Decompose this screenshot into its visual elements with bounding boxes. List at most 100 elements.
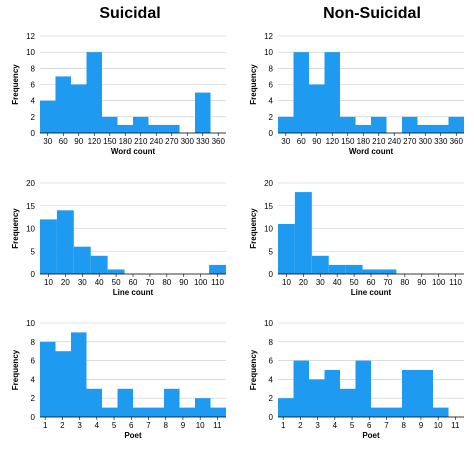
x-tick-label: 10 — [44, 278, 53, 287]
x-tick-label: 1 — [43, 421, 48, 430]
histogram-bar — [278, 224, 295, 274]
x-tick-label: 6 — [367, 421, 372, 430]
x-tick-label: 1 — [281, 421, 286, 430]
histogram-bar — [379, 269, 396, 274]
y-axis-title: Frequency — [249, 349, 258, 390]
x-tick-label: 80 — [400, 278, 409, 287]
x-tick-label: 10 — [282, 278, 291, 287]
non-suicidal-line-count-histogram: 0510152010 20 30 40 50 60 70 80 90 100 110Line cou… — [249, 179, 464, 297]
y-tick-label: 6 — [269, 81, 274, 90]
x-tick-label: 110 — [449, 278, 462, 287]
histogram-bar — [195, 93, 211, 133]
histogram-bar — [102, 117, 118, 133]
y-tick-label: 0 — [269, 413, 274, 422]
y-tick-label: 12 — [26, 32, 35, 41]
y-axis-title: Frequency — [249, 208, 258, 249]
x-tick-label: 110 — [211, 278, 224, 287]
y-tick-label: 8 — [269, 64, 274, 73]
y-tick-label: 6 — [269, 357, 274, 366]
histogram-bar — [180, 408, 196, 417]
x-tick-label: 9 — [419, 421, 424, 430]
y-tick-label: 15 — [264, 202, 273, 211]
histogram-bar — [363, 269, 380, 274]
y-tick-label: 20 — [26, 179, 35, 188]
x-axis-title: Line count — [113, 288, 154, 297]
histogram-bar — [149, 408, 165, 417]
x-tick-label: 8 — [401, 421, 406, 430]
histogram-bar — [118, 125, 134, 133]
x-tick-label: 150 — [103, 137, 117, 146]
y-tick-label: 4 — [269, 97, 274, 106]
x-tick-label: 270 — [403, 137, 417, 146]
x-tick-label: 300 — [419, 137, 433, 146]
histogram-bar — [402, 117, 418, 133]
x-tick-label: 70 — [145, 278, 154, 287]
y-tick-label: 2 — [269, 394, 274, 403]
x-tick-label: 60 — [59, 137, 68, 146]
histogram-bar — [40, 219, 57, 274]
y-axis-title: Frequency — [11, 349, 20, 390]
y-tick-label: 20 — [264, 179, 273, 188]
histogram-bar — [133, 408, 149, 417]
histogram-bar — [40, 101, 56, 133]
x-tick-label: 90 — [312, 137, 321, 146]
x-tick-label: 30 — [281, 137, 290, 146]
y-tick-label: 0 — [31, 413, 36, 422]
histogram-bar — [418, 125, 434, 133]
histogram-bar — [433, 125, 449, 133]
histogram-bar — [371, 117, 387, 133]
y-tick-label: 5 — [31, 247, 36, 256]
histogram-bar — [87, 52, 103, 133]
x-tick-label: 9 — [181, 421, 186, 430]
y-tick-label: 8 — [269, 338, 274, 347]
x-tick-label: 7 — [384, 421, 389, 430]
y-tick-label: 10 — [26, 48, 35, 57]
histogram-bar — [295, 192, 312, 274]
x-tick-label: 8 — [163, 421, 168, 430]
histogram-bar — [102, 408, 118, 417]
x-tick-label: 20 — [299, 278, 308, 287]
histogram-bar — [195, 398, 211, 417]
x-tick-label: 80 — [162, 278, 171, 287]
x-tick-label: 4 — [333, 421, 338, 430]
x-tick-label: 2 — [60, 421, 65, 430]
x-tick-label: 3 — [315, 421, 320, 430]
histogram-bar — [278, 398, 294, 417]
histogram-bar — [325, 370, 341, 417]
y-tick-label: 0 — [31, 270, 36, 279]
histogram-bar — [71, 85, 87, 134]
y-tick-label: 10 — [264, 319, 273, 328]
y-tick-label: 2 — [31, 394, 36, 403]
histogram-bar — [56, 76, 72, 133]
histogram-bar — [294, 361, 310, 417]
x-tick-label: 240 — [150, 137, 164, 146]
y-tick-label: 0 — [269, 270, 274, 279]
x-tick-label: 10 — [434, 421, 443, 430]
x-tick-label: 60 — [129, 278, 138, 287]
y-tick-label: 10 — [26, 225, 35, 234]
y-tick-label: 6 — [31, 357, 36, 366]
histogram-bar — [278, 117, 294, 133]
x-tick-label: 30 — [316, 278, 325, 287]
x-tick-label: 90 — [74, 137, 83, 146]
x-tick-label: 40 — [95, 278, 104, 287]
x-tick-label: 150 — [341, 137, 355, 146]
histogram-bar — [211, 408, 227, 417]
x-tick-label: 4 — [95, 421, 100, 430]
x-tick-label: 330 — [196, 137, 210, 146]
histogram-bar — [108, 269, 125, 274]
y-tick-label: 4 — [31, 375, 36, 384]
histogram-bar — [209, 265, 226, 274]
x-tick-label: 3 — [77, 421, 82, 430]
x-tick-label: 210 — [372, 137, 386, 146]
histogram-bar — [87, 389, 103, 417]
x-axis-title: Word count — [111, 147, 156, 156]
x-tick-label: 360 — [212, 137, 226, 146]
x-axis-title: Line count — [351, 288, 392, 297]
histogram-bar — [164, 125, 180, 133]
y-tick-label: 2 — [269, 113, 274, 122]
x-tick-label: 210 — [134, 137, 148, 146]
histogram-bar — [91, 256, 108, 274]
y-tick-label: 4 — [269, 375, 274, 384]
